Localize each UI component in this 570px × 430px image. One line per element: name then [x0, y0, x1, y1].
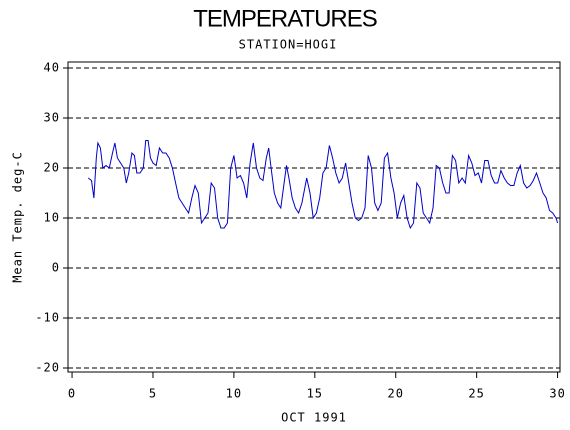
x-tick-label: 15 [307, 387, 323, 401]
x-tick-label: 0 [68, 387, 76, 401]
y-tick-label: -20 [35, 361, 60, 375]
y-tick-label: 40 [44, 61, 60, 75]
y-tick-label: 30 [44, 111, 60, 125]
y-tick-label: 20 [44, 161, 60, 175]
plot-frame [67, 61, 561, 373]
chart-title: TEMPERATURES [193, 5, 377, 32]
x-tick-label: 30 [549, 387, 565, 401]
y-tick-label: 10 [44, 211, 60, 225]
y-axis-label: Mean Temp. deg-C [11, 151, 25, 283]
x-tick-label: 10 [226, 387, 242, 401]
x-tick-label: 20 [388, 387, 404, 401]
chart-subtitle: STATION=HOGI [239, 38, 338, 52]
data-line [87, 140, 559, 230]
y-tick-label: 0 [52, 261, 60, 275]
x-tick-label: 5 [149, 387, 157, 401]
x-tick-label: 25 [468, 387, 484, 401]
x-axis-label: OCT 1991 [281, 411, 347, 425]
y-tick-label: -10 [35, 311, 60, 325]
